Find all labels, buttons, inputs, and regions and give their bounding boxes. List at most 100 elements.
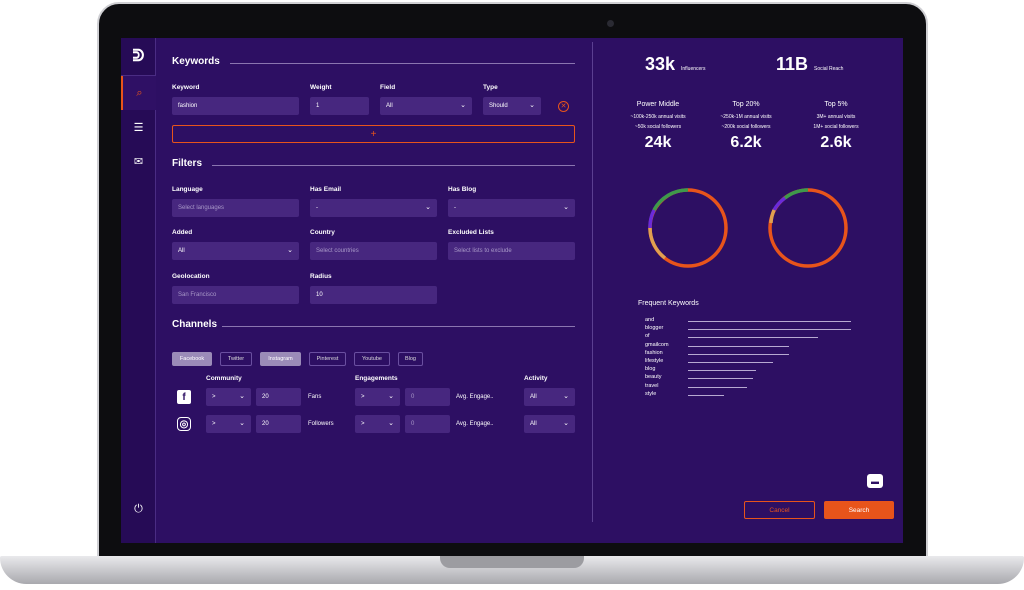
chevron-down-icon: ⌄	[460, 102, 466, 109]
engagement-value-input[interactable]: 0	[405, 415, 450, 433]
engagement-unit: Avg. Engage..	[456, 394, 494, 400]
weight-input[interactable]: 1	[310, 97, 369, 115]
radius-label: Radius	[310, 273, 332, 280]
engagements-label: Engagements	[355, 375, 398, 382]
geolocation-label: Geolocation	[172, 273, 210, 280]
activity-select[interactable]: All ⌄	[524, 415, 575, 433]
sidebar: ᕲ ⌕ ☰ ✉ ⏻	[121, 38, 156, 543]
tier-title: Top 20%	[732, 101, 760, 108]
filters-section-title: Filters	[172, 158, 203, 169]
chevron-down-icon: ⌄	[239, 393, 245, 400]
influencers-count: 33k	[645, 54, 676, 74]
keyword-label: of	[645, 333, 650, 340]
app-screen: ᕲ ⌕ ☰ ✉ ⏻ Keywords Keyword Weight Field …	[121, 38, 903, 543]
has-email-select[interactable]: - ⌄	[310, 199, 437, 217]
tier-line: ~100k-250k annual visits	[630, 114, 686, 120]
tier-title: Power Middle	[636, 101, 680, 108]
channel-chip-twitter[interactable]: Twitter	[220, 352, 252, 366]
social-reach-label: Social Reach	[814, 66, 844, 72]
chevron-down-icon: ⌄	[287, 247, 293, 254]
language-label: Language	[172, 186, 203, 193]
app-logo: ᕲ	[121, 38, 156, 76]
activity-label: Activity	[524, 375, 548, 382]
field-select-value: All	[386, 103, 393, 109]
language-input[interactable]: Select languages	[172, 199, 299, 217]
operator-value: >	[361, 394, 365, 400]
added-select[interactable]: All ⌄	[172, 242, 299, 260]
engagement-unit: Avg. Engage..	[456, 421, 494, 427]
engagement-value-input[interactable]: 0	[405, 388, 450, 406]
engagement-operator-select[interactable]: > ⌄	[355, 415, 400, 433]
country-input[interactable]: Select countries	[310, 242, 437, 260]
keyword-input[interactable]: fashion	[172, 97, 299, 115]
channel-chip-facebook[interactable]: Facebook	[172, 352, 212, 366]
keyword-label: blog	[645, 366, 656, 373]
mail-icon[interactable]: ✉	[133, 155, 144, 168]
community-operator-select[interactable]: > ⌄	[206, 388, 251, 406]
camera-dot	[607, 20, 614, 27]
keyword-label: beauty	[645, 374, 662, 381]
section-divider	[230, 63, 575, 64]
power-icon[interactable]: ⏻	[134, 502, 143, 515]
community-value-input[interactable]: 20	[256, 415, 301, 433]
keyword-bar	[688, 337, 819, 339]
added-value: All	[178, 248, 185, 254]
keyword-bar	[688, 345, 790, 347]
excluded-lists-input[interactable]: Select lists to exclude	[448, 242, 575, 260]
add-keyword-button[interactable]: +	[172, 125, 575, 143]
tier-value: 6.2k	[730, 134, 762, 151]
donut-segment-gold	[769, 209, 776, 224]
search-icon[interactable]: ⌕	[121, 76, 156, 110]
keywords-section-title: Keywords	[172, 56, 220, 67]
keyword-label: gmailcom	[645, 341, 669, 348]
donut-segment-purple	[648, 209, 656, 229]
type-select-value: Should	[489, 103, 508, 109]
activity-value: All	[530, 394, 537, 400]
geolocation-input[interactable]: San Francisco	[172, 286, 299, 304]
search-button[interactable]: Search	[824, 501, 894, 519]
has-email-label: Has Email	[310, 186, 342, 193]
keyword-label: blogger	[645, 325, 664, 332]
social-reach-count: 11B	[776, 54, 809, 74]
donut-segment-purple	[772, 196, 787, 211]
community-label: Community	[206, 375, 242, 382]
tier-line: ~50k social followers	[634, 124, 682, 130]
radius-input[interactable]: 10	[310, 286, 437, 304]
engagement-operator-select[interactable]: > ⌄	[355, 388, 400, 406]
tier-line: 1M+ social followers	[813, 124, 859, 130]
instagram-icon: ◎	[177, 417, 191, 431]
community-operator-select[interactable]: > ⌄	[206, 415, 251, 433]
chat-icon[interactable]: ▬	[867, 474, 883, 488]
field-select[interactable]: All ⌄	[380, 97, 472, 115]
chevron-down-icon: ⌄	[563, 420, 569, 427]
type-select[interactable]: Should ⌄	[483, 97, 541, 115]
cancel-button[interactable]: Cancel	[744, 501, 815, 519]
keyword-label: style	[645, 390, 657, 397]
keyword-label: travel	[645, 382, 659, 389]
channel-chip-pinterest[interactable]: Pinterest	[309, 352, 346, 366]
activity-select[interactable]: All ⌄	[524, 388, 575, 406]
keyword-bar	[688, 329, 851, 331]
tier-value: 24k	[644, 134, 672, 151]
chevron-down-icon: ⌄	[388, 420, 394, 427]
remove-keyword-icon[interactable]: ✕	[558, 101, 569, 112]
channel-chip-youtube[interactable]: Youtube	[354, 352, 390, 366]
section-divider	[222, 326, 575, 327]
panel-divider	[592, 42, 593, 522]
donut-segment-green	[652, 188, 689, 211]
tier-value: 2.6k	[820, 134, 852, 151]
community-unit: Fans	[308, 394, 322, 400]
excluded-lists-label: Excluded Lists	[448, 229, 494, 236]
country-label: Country	[310, 229, 335, 236]
list-icon[interactable]: ☰	[133, 121, 144, 134]
chevron-down-icon: ⌄	[563, 393, 569, 400]
channels-section-title: Channels	[172, 319, 218, 330]
chevron-down-icon: ⌄	[388, 393, 394, 400]
weight-label: Weight	[310, 84, 332, 91]
channel-chip-blog[interactable]: Blog	[398, 352, 423, 366]
has-blog-select[interactable]: - ⌄	[448, 199, 575, 217]
chevron-down-icon: ⌄	[425, 204, 431, 211]
tier-line: ~250k-1M annual visits	[720, 114, 772, 120]
community-value-input[interactable]: 20	[256, 388, 301, 406]
channel-chip-instagram[interactable]: Instagram	[260, 352, 301, 366]
